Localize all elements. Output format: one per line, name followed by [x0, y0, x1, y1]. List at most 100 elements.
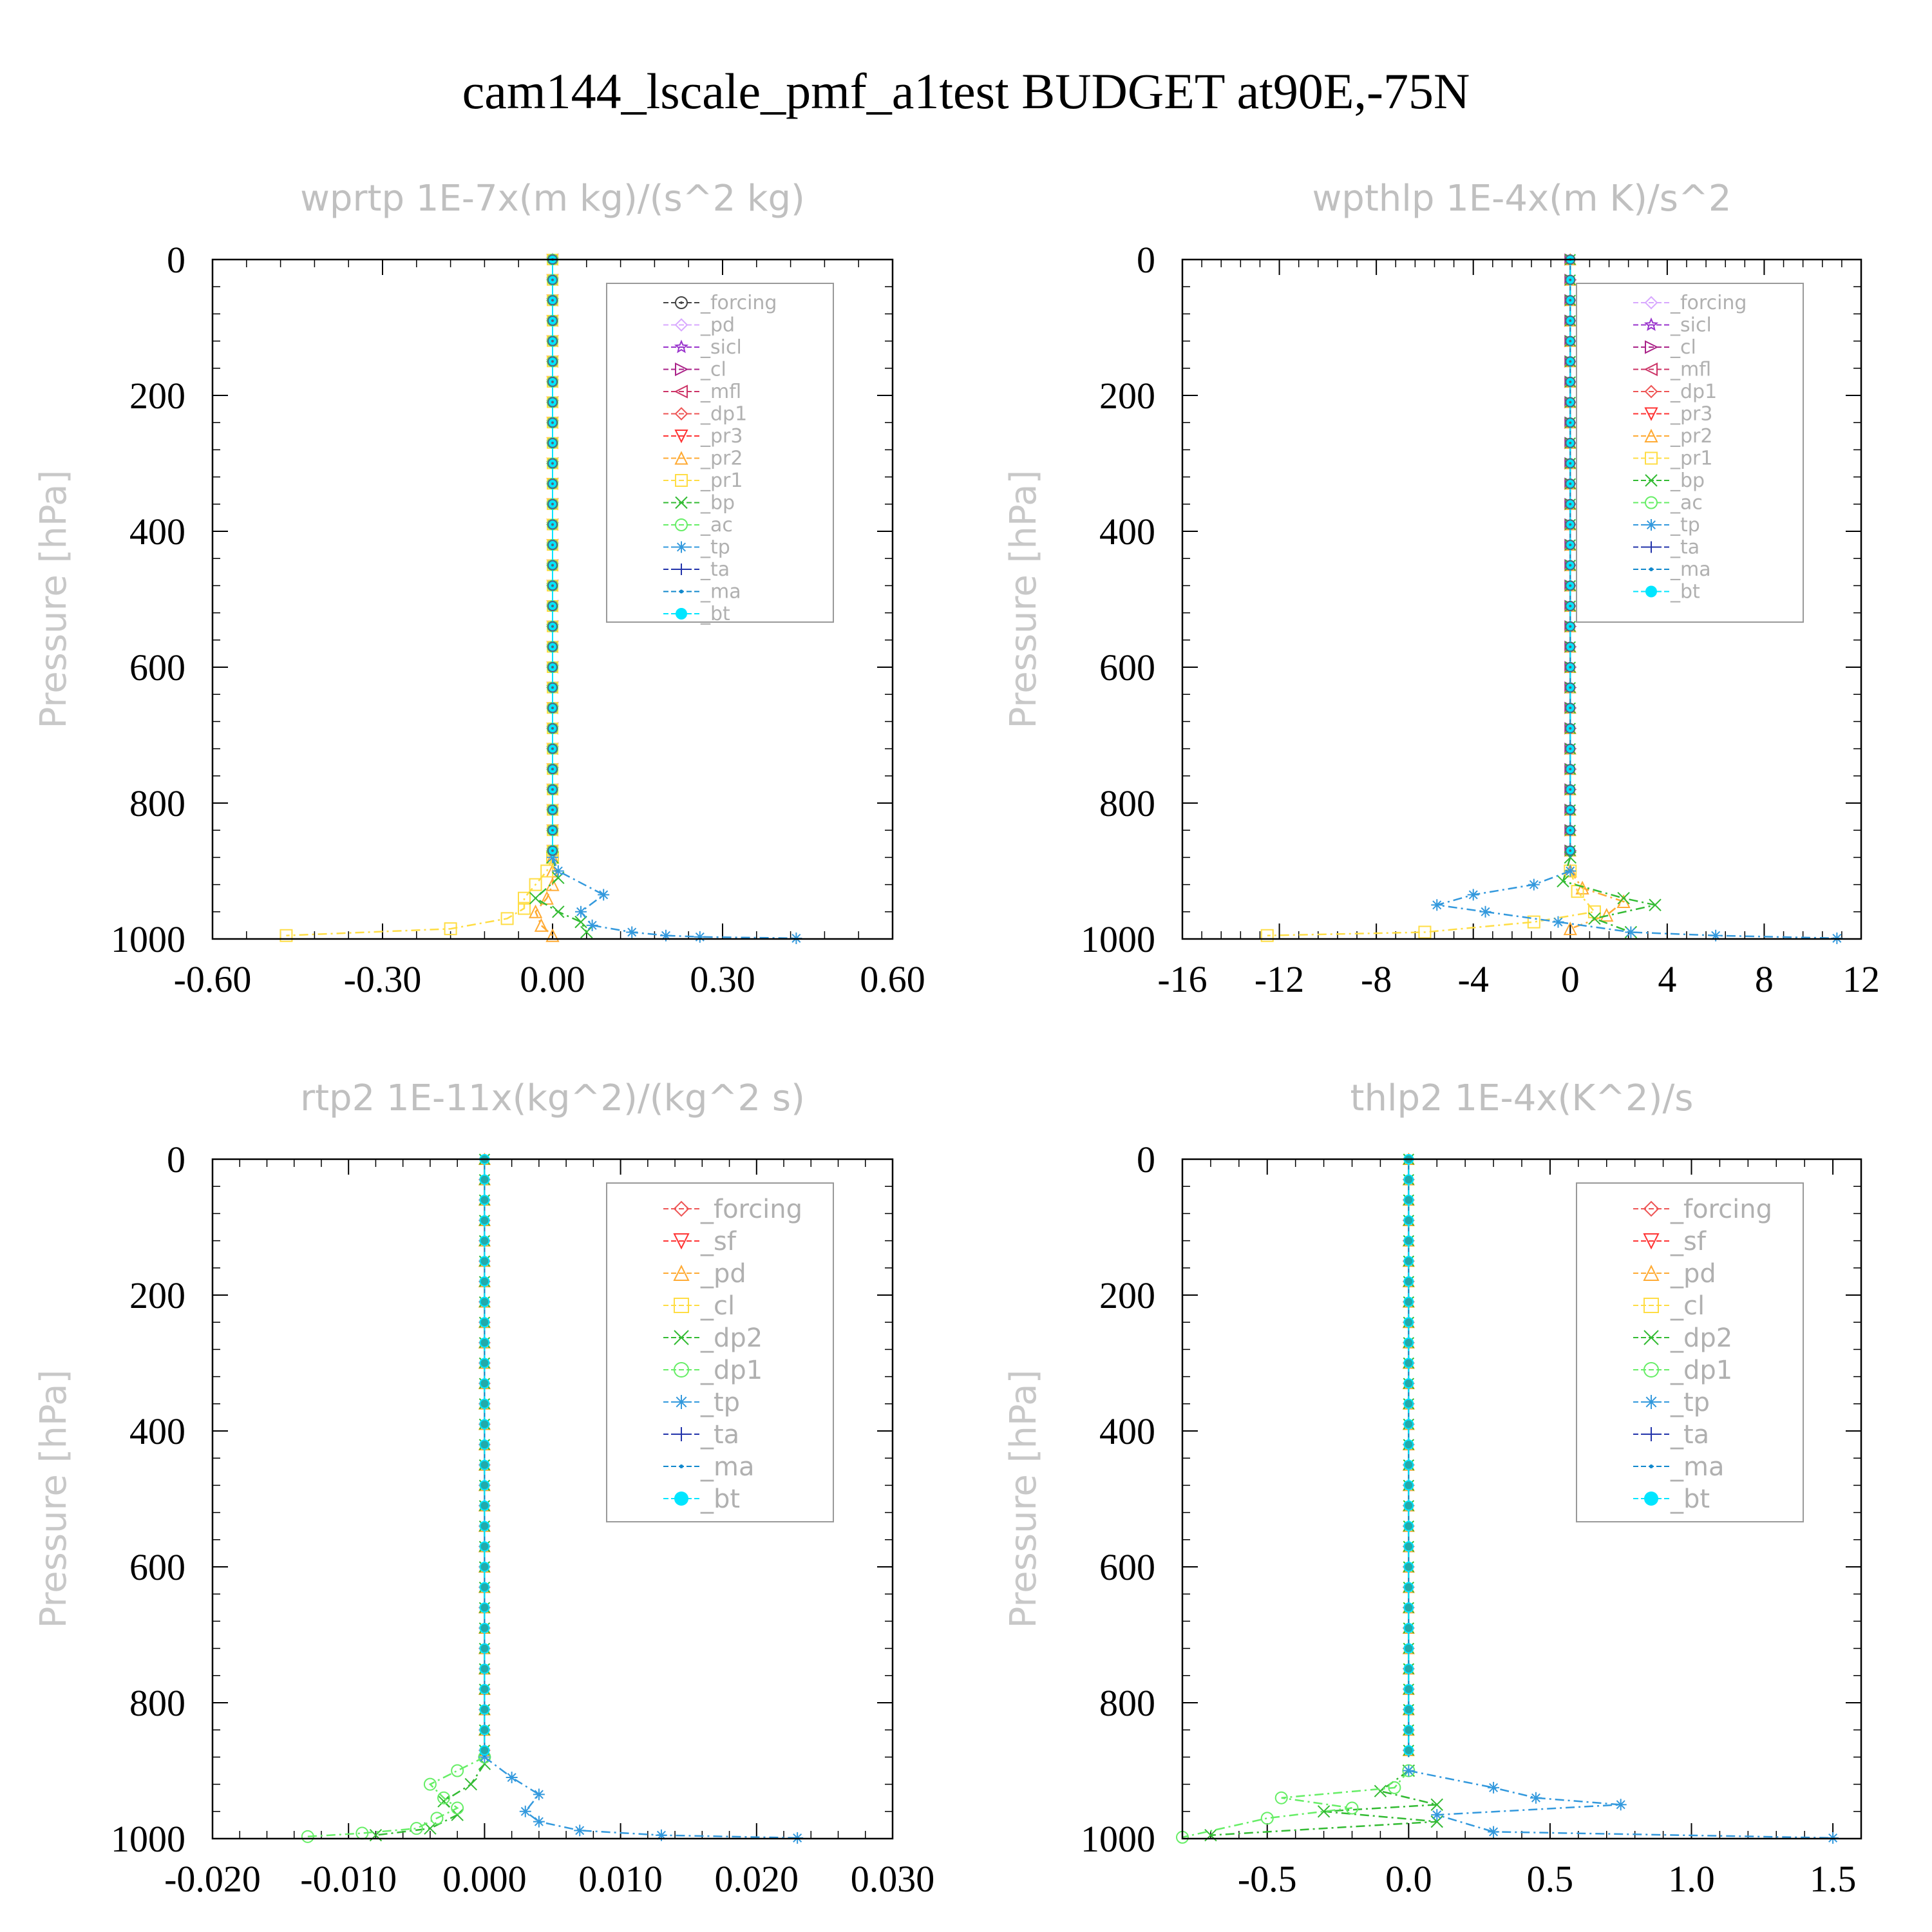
legend-entry: _ma [663, 1452, 754, 1482]
x-tick-label: 8 [1755, 958, 1774, 1000]
data-point [547, 336, 558, 346]
legend-marker [674, 430, 688, 444]
data-point [547, 560, 558, 571]
legend-marker [675, 474, 688, 487]
data-point [547, 458, 558, 469]
legend-marker [1643, 1264, 1660, 1281]
legend-entry: _ta [1633, 1420, 1709, 1450]
data-point-dot [1569, 482, 1572, 486]
legend-marker-dot [680, 301, 683, 304]
legend-label: _tp [700, 536, 730, 559]
data-point [1565, 580, 1576, 591]
data-point [1615, 1799, 1627, 1811]
data-point-dot [1569, 788, 1572, 791]
data-point [552, 905, 565, 918]
data-point [1565, 540, 1576, 551]
legend-marker [1649, 1464, 1653, 1468]
legend-label: _dp2 [700, 1323, 762, 1353]
legend: _forcing _sf _pd_cl_dp2 _dp1 _tp _ta_ma_bt [1576, 1182, 1804, 1522]
y-tick-label: 200 [1099, 375, 1155, 417]
series-line [534, 857, 587, 933]
data-point [480, 1665, 489, 1673]
data-point [1405, 1420, 1413, 1428]
legend: _forcing_sicl_cl_mfl_dp1_pr3_pr2_pr1_bp_… [1576, 283, 1804, 623]
y-tick-label: 800 [129, 782, 185, 824]
data-point-dot [1569, 829, 1572, 832]
data-point [528, 904, 543, 918]
legend-entry: _pr1 [1633, 448, 1712, 470]
plot-frame [1181, 258, 1862, 940]
x-tick-label: 0 [1561, 958, 1580, 1000]
legend-marker [1644, 1427, 1658, 1441]
data-point [1405, 1257, 1413, 1265]
legend-entry: _tp [1633, 514, 1700, 536]
legend-entry: _sf [663, 1227, 737, 1256]
data-point-dot [551, 605, 554, 608]
data-point-dot [1569, 319, 1572, 322]
data-point [547, 356, 558, 367]
data-point-dot [1569, 564, 1572, 567]
data-point [480, 1216, 489, 1224]
data-point-dot [1569, 339, 1572, 343]
panel-title: wprtp 1E-7x(m kg)/(s^2 kg) [300, 178, 805, 220]
data-point [1405, 1196, 1413, 1204]
data-point [1405, 1665, 1413, 1673]
data-point-dot [1569, 360, 1572, 363]
data-point [480, 1746, 489, 1754]
data-point [1565, 743, 1576, 754]
data-point [1405, 1502, 1413, 1510]
data-point [1260, 929, 1274, 942]
panel-title: thlp2 1E-4x(K^2)/s [1350, 1077, 1694, 1119]
data-point [547, 437, 558, 448]
legend-label: _sf [700, 1227, 737, 1256]
legend-entry: _bt [663, 603, 730, 625]
data-point [534, 918, 549, 932]
legend-marker [1644, 428, 1658, 442]
data-point [1405, 1338, 1413, 1347]
x-tick-label: 0.000 [442, 1858, 527, 1900]
legend-label: _tp [700, 1388, 740, 1417]
data-point [1565, 356, 1576, 367]
legend-marker [1644, 1395, 1658, 1409]
legend-entry: _tp [663, 536, 730, 559]
legend-label: _pr1 [700, 469, 743, 492]
data-point [1552, 916, 1564, 928]
legend-label: _tp [1670, 1388, 1710, 1417]
data-point [1649, 898, 1662, 911]
data-point-dot [551, 339, 554, 343]
series-dp2 [369, 1153, 491, 1842]
data-point-dot [551, 584, 554, 587]
legend-marker [1649, 567, 1653, 571]
legend-entry: _mfl [663, 381, 741, 403]
data-point [547, 723, 558, 734]
legend-entry: _pd [1633, 1259, 1716, 1289]
legend-entry: _forcing [663, 292, 777, 314]
data-point [547, 845, 558, 856]
data-point [1565, 601, 1576, 612]
legend-entry: _dp1 [1633, 381, 1717, 403]
legend-label: _dp1 [1670, 1356, 1732, 1385]
data-point-dot [551, 319, 554, 322]
y-tick-label: 800 [1099, 782, 1155, 824]
data-point [480, 1583, 489, 1591]
legend-box [606, 283, 834, 623]
legend-label: _pr3 [700, 425, 743, 448]
data-point-dot [1569, 645, 1572, 649]
data-point [464, 1777, 477, 1791]
data-point [1575, 880, 1589, 895]
legend-label: _pr2 [700, 448, 743, 470]
legend-marker [676, 541, 687, 553]
series-line [1436, 870, 1837, 940]
data-point-dot [1569, 808, 1572, 811]
data-point [1488, 1781, 1500, 1794]
legend-marker [1643, 362, 1658, 377]
data-point [279, 929, 293, 942]
data-point [1565, 641, 1576, 652]
data-point [1274, 1791, 1288, 1804]
data-point [547, 825, 558, 836]
data-point [1565, 764, 1576, 775]
data-point [1565, 519, 1576, 530]
data-point [1405, 1298, 1413, 1306]
series-line [1267, 871, 1596, 936]
legend-label: _ma [700, 1452, 754, 1482]
